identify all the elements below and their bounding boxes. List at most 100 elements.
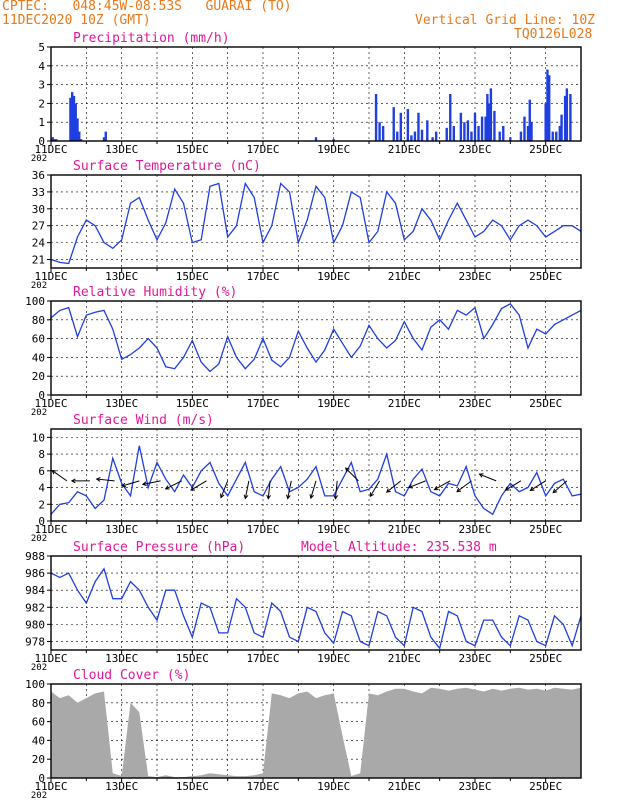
x-tick-label: 25DEC bbox=[529, 397, 562, 410]
wind-vector bbox=[309, 480, 317, 500]
precip-bar bbox=[378, 122, 381, 141]
precip-bar bbox=[560, 114, 563, 141]
precip-bar bbox=[470, 131, 473, 141]
wind-vector bbox=[344, 467, 359, 482]
wind-vector bbox=[385, 480, 402, 493]
plot-area bbox=[51, 302, 581, 373]
precip-bar bbox=[71, 92, 74, 141]
precip-bar bbox=[551, 131, 554, 141]
wind-vector bbox=[407, 480, 426, 489]
precip-bar bbox=[477, 125, 480, 141]
x-tick-label: 11DEC bbox=[34, 780, 67, 793]
wind-vector bbox=[478, 473, 497, 482]
precip-bar bbox=[473, 112, 477, 141]
y-tick-label: 100 bbox=[25, 295, 45, 308]
wind-vector bbox=[243, 480, 250, 500]
x-tick-label: 15DEC bbox=[176, 780, 209, 793]
wind-vector bbox=[552, 480, 568, 494]
precip-bar bbox=[76, 118, 79, 141]
y-tick-label: 36 bbox=[32, 169, 45, 182]
header-date: 11DEC2020 10Z (GMT) bbox=[2, 13, 151, 28]
panel-precip: 0 1 2 3 4 5 11DEC 13DEC 15DEC 17DEC 19DEC 21DEC 23DE… bbox=[31, 31, 582, 164]
precip-bar bbox=[102, 137, 106, 141]
wind-vector bbox=[456, 480, 472, 493]
plot-area bbox=[51, 567, 581, 650]
precip-bar bbox=[558, 125, 561, 141]
precip-bar bbox=[519, 131, 523, 141]
y-tick-label: 60 bbox=[32, 333, 45, 346]
x-tick-label: 13DEC bbox=[105, 143, 138, 156]
precip-bar bbox=[523, 116, 526, 141]
precip-bar bbox=[528, 99, 531, 141]
x-tick-label: 19DEC bbox=[317, 780, 350, 793]
wind-vector bbox=[121, 480, 140, 488]
x-tick-label: 15DEC bbox=[176, 523, 209, 536]
precip-bar bbox=[392, 107, 395, 141]
panel-title: Surface Pressure (hPa) bbox=[73, 540, 245, 555]
precip-bar bbox=[484, 116, 487, 141]
x-tick-label: 25DEC bbox=[529, 780, 562, 793]
precip-bar bbox=[452, 125, 455, 141]
precip-bar bbox=[396, 131, 399, 141]
wind-vector bbox=[190, 480, 207, 491]
y-tick-label: 984 bbox=[25, 584, 45, 597]
precip-bar bbox=[445, 127, 448, 141]
y-tick-label: 0 bbox=[38, 772, 45, 785]
precip-bar bbox=[466, 120, 470, 141]
x-tick-label: 21DEC bbox=[388, 652, 421, 665]
x-axis-prefix: 202 bbox=[31, 408, 47, 418]
x-tick-label: 23DEC bbox=[458, 143, 491, 156]
x-tick-label: 19DEC bbox=[317, 397, 350, 410]
header-model: TQ0126L028 bbox=[514, 27, 593, 42]
panel-rh: 0 20 40 60 80 100 11DEC 13DEC 15DEC 17DEC 19DEC 21D… bbox=[25, 285, 582, 418]
wind-vector bbox=[529, 480, 546, 491]
temp-line bbox=[51, 181, 581, 265]
precip-bar bbox=[548, 75, 551, 141]
x-tick-label: 19DEC bbox=[317, 270, 350, 283]
y-tick-label: 40 bbox=[32, 734, 45, 747]
x-tick-label: 11DEC bbox=[34, 270, 67, 283]
panel-title: Precipitation (mm/h) bbox=[73, 31, 230, 46]
precip-bar bbox=[410, 135, 413, 141]
panel-temp: 21 24 27 30 33 36 11DEC 13DEC 15DEC 17DEC 19DEC 21D… bbox=[31, 159, 582, 291]
wind-vector bbox=[266, 480, 271, 500]
cloud-area bbox=[51, 687, 581, 778]
x-axis-prefix: 202 bbox=[31, 663, 47, 673]
precip-bar bbox=[555, 131, 558, 141]
precip-bar bbox=[406, 109, 410, 141]
x-tick-label: 23DEC bbox=[458, 523, 491, 536]
header-station: CPTEC: 048:45W-08:53S GUARAI (TO) bbox=[2, 0, 292, 14]
precip-bar bbox=[72, 95, 76, 141]
x-tick-label: 13DEC bbox=[105, 523, 138, 536]
panel-cloud: 0 20 40 60 80 100 11DEC 13DEC 15DEC 17DEC 19DEC 21D… bbox=[25, 668, 582, 800]
wind-vector bbox=[51, 469, 68, 482]
x-tick-label: 23DEC bbox=[458, 780, 491, 793]
panel-title: Relative Humidity (%) bbox=[73, 285, 237, 300]
x-tick-label: 15DEC bbox=[176, 397, 209, 410]
panel-frame bbox=[50, 428, 582, 522]
y-tick-label: 20 bbox=[32, 370, 45, 383]
x-tick-label: 17DEC bbox=[246, 523, 279, 536]
precip-bar bbox=[487, 103, 491, 141]
x-tick-label: 17DEC bbox=[246, 143, 279, 156]
y-tick-label: 100 bbox=[25, 678, 45, 691]
panel-frame bbox=[50, 555, 582, 651]
x-tick-label: 19DEC bbox=[317, 523, 350, 536]
precip-bar bbox=[426, 120, 429, 141]
wind-vector bbox=[369, 480, 381, 498]
y-tick-label: 6 bbox=[38, 465, 45, 478]
y-tick-label: 0 bbox=[38, 515, 45, 528]
y-tick-label: 0 bbox=[38, 135, 45, 148]
precip-bar bbox=[480, 116, 484, 141]
precip-bar bbox=[544, 103, 547, 141]
x-axis-prefix: 202 bbox=[31, 281, 47, 291]
precip-bar bbox=[381, 125, 385, 141]
panel-frame bbox=[50, 46, 582, 142]
y-tick-label: 5 bbox=[38, 41, 45, 54]
precip-bar bbox=[374, 94, 378, 141]
wind-vector bbox=[220, 480, 229, 499]
precip-bar bbox=[530, 122, 533, 141]
x-tick-label: 17DEC bbox=[246, 652, 279, 665]
x-tick-label: 17DEC bbox=[246, 270, 279, 283]
